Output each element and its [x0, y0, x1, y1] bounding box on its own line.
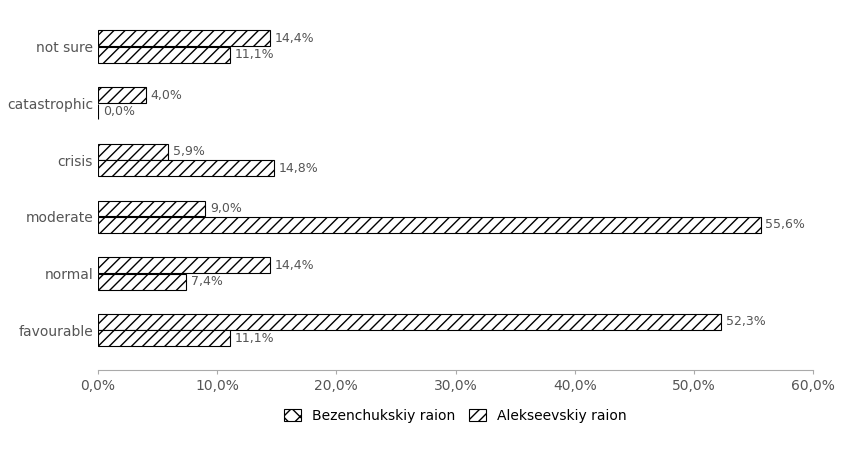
Bar — [98, 331, 230, 346]
Text: 5,9%: 5,9% — [173, 145, 205, 158]
Legend: Bezenchukskiy raion, Alekseevskiy raion: Bezenchukskiy raion, Alekseevskiy raion — [279, 403, 632, 428]
Text: 14,4%: 14,4% — [274, 32, 314, 45]
Bar — [98, 87, 146, 103]
Text: 14,4%: 14,4% — [274, 259, 314, 272]
Text: 11,1%: 11,1% — [235, 332, 274, 345]
Text: 4,0%: 4,0% — [151, 88, 182, 101]
Bar — [98, 217, 760, 233]
Bar — [98, 257, 269, 273]
Text: 52,3%: 52,3% — [726, 315, 766, 328]
Bar — [98, 201, 205, 216]
Text: 0,0%: 0,0% — [103, 105, 135, 118]
Text: 11,1%: 11,1% — [235, 48, 274, 61]
Text: 14,8%: 14,8% — [279, 162, 319, 175]
Text: 9,0%: 9,0% — [210, 202, 242, 215]
Text: 7,4%: 7,4% — [191, 275, 223, 288]
Text: 55,6%: 55,6% — [765, 218, 805, 231]
Bar — [98, 31, 269, 46]
Bar — [98, 160, 274, 176]
Bar — [98, 144, 168, 160]
Bar — [98, 274, 186, 290]
Bar — [98, 314, 722, 330]
Bar — [98, 47, 230, 63]
